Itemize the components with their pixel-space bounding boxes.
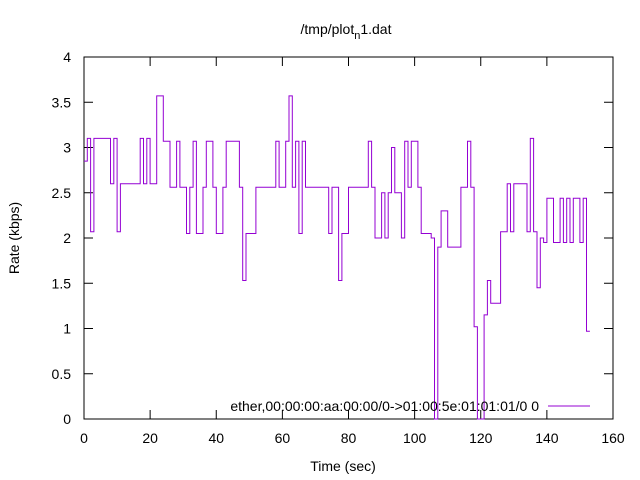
legend: ether,00:00:00:aa:00:00/0->01:00:5e:01:0… [230,398,590,414]
x-tick-label: 40 [208,430,224,446]
series-step-line [84,95,590,420]
legend-label: ether,00:00:00:aa:00:00/0->01:00:5e:01:0… [230,398,539,414]
plot-area-border [83,56,614,420]
y-tick-label: 1.5 [52,275,72,291]
y-tick-label: 3 [63,140,71,156]
y-tick-label: 1 [63,321,71,337]
x-axis-label: Time (sec) [310,458,376,474]
x-tick-label: 0 [80,430,88,446]
chart-title: /tmp/plotn1.dat [301,21,392,42]
y-tick-label: 2.5 [52,185,72,201]
x-tick-label: 60 [275,430,291,446]
y-tick-label: 4 [63,49,71,65]
x-tick-label: 80 [341,430,357,446]
x-tick-label: 100 [403,430,427,446]
y-tick-label: 0 [63,411,71,427]
y-axis-ticks: 0 0.5 1 1.5 2 2.5 3 3.5 4 [52,49,613,427]
x-tick-label: 120 [469,430,493,446]
x-tick-label: 140 [535,430,559,446]
y-tick-label: 2 [63,230,71,246]
x-tick-label: 160 [601,430,625,446]
x-axis-ticks: 0 20 40 60 80 100 120 140 160 [80,57,625,446]
y-tick-label: 0.5 [52,366,72,382]
y-axis-label: Rate (kbps) [6,202,22,274]
y-tick-label: 3.5 [52,94,72,110]
chart-title-subscript: n [354,30,360,42]
x-tick-label: 20 [142,430,158,446]
